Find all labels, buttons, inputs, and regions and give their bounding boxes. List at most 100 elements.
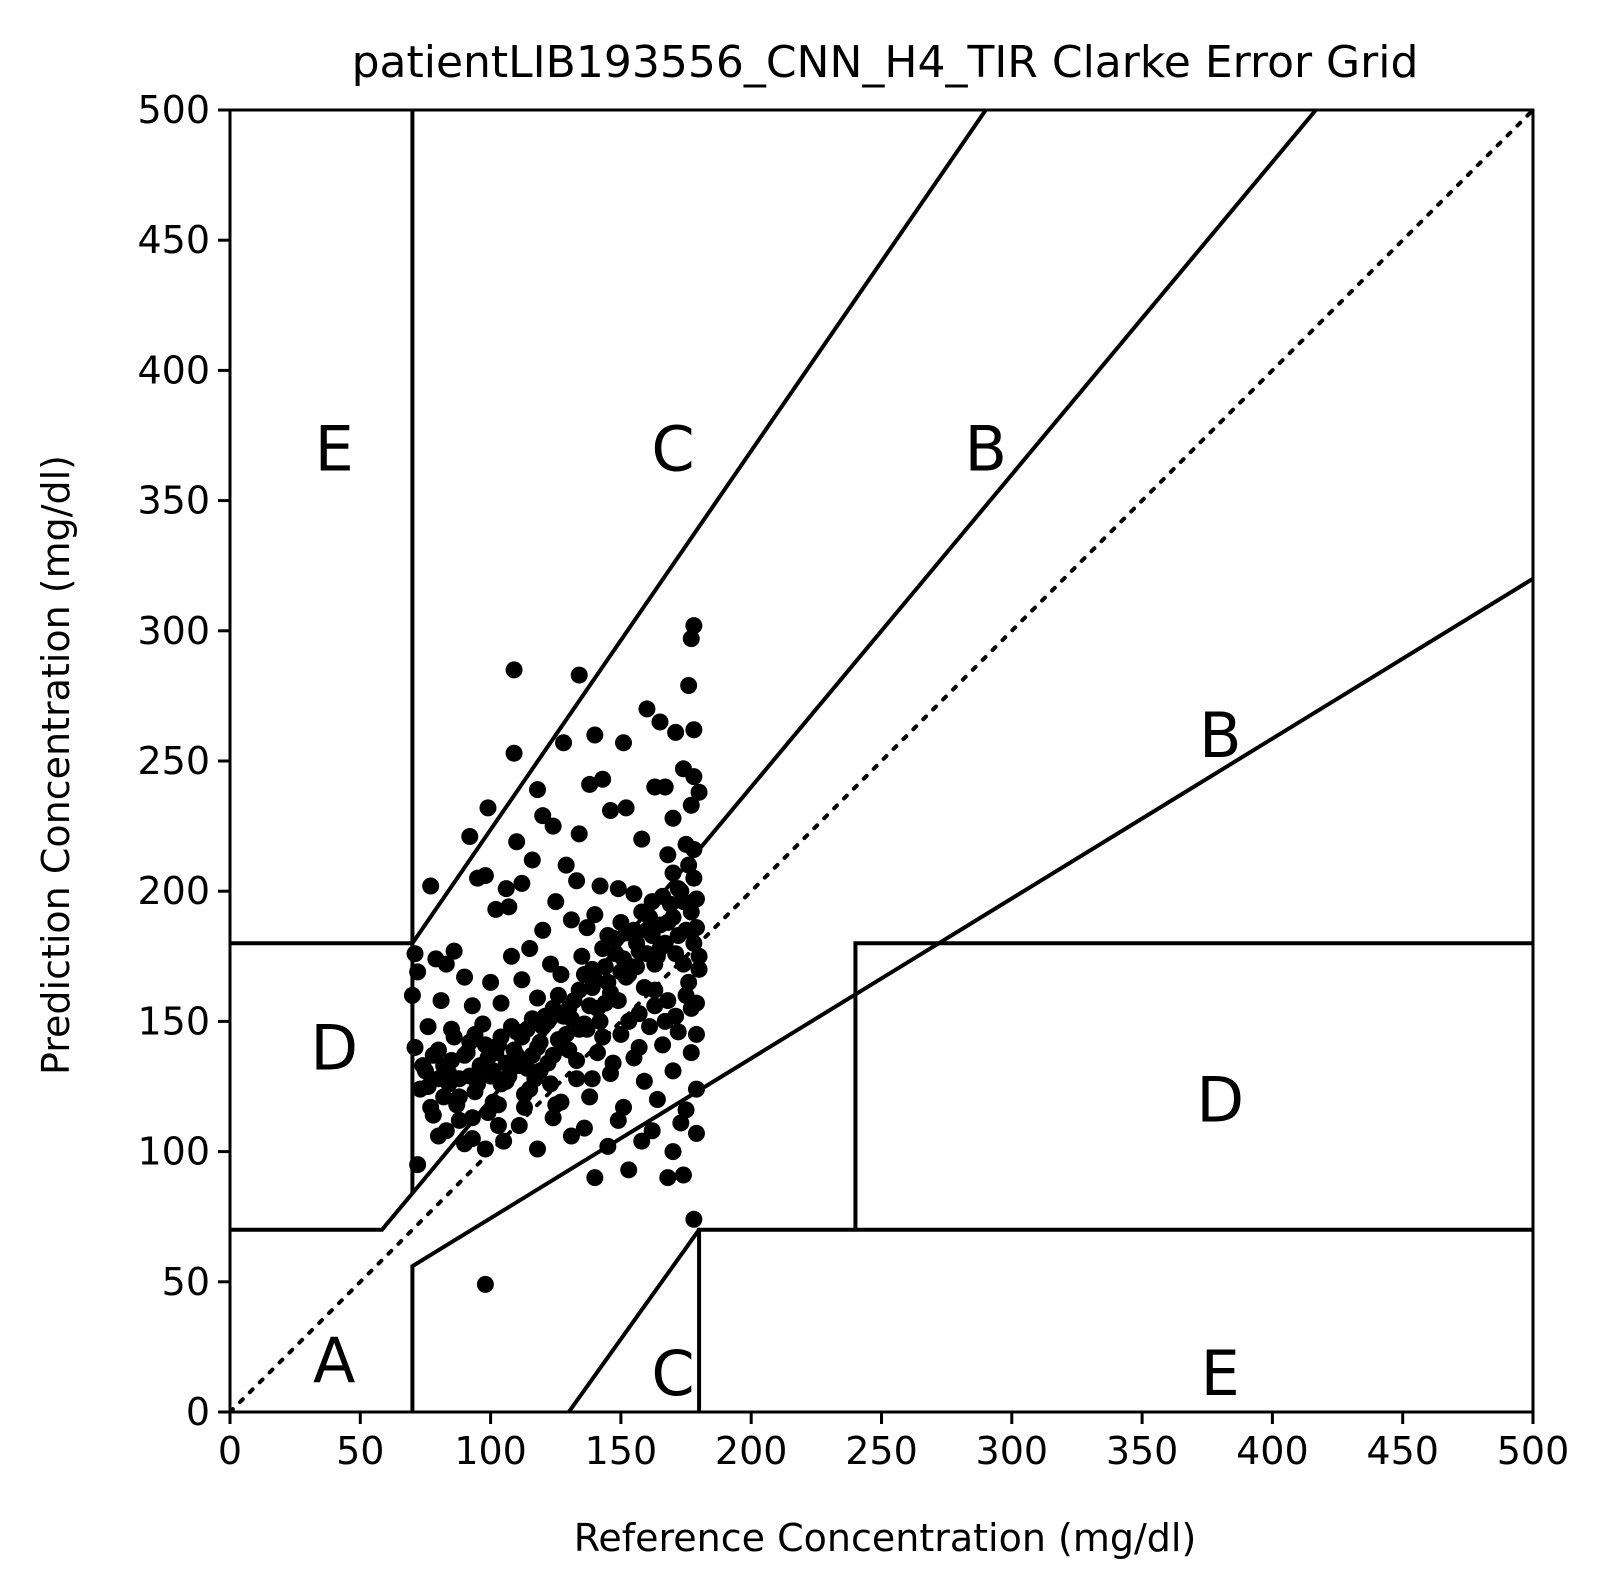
data-point	[529, 1140, 547, 1158]
data-point	[463, 1109, 481, 1127]
data-point	[482, 1067, 500, 1085]
data-point	[542, 955, 560, 973]
zone-label-b: B	[1199, 699, 1242, 772]
zone-label-c: C	[651, 413, 694, 486]
data-point	[448, 1096, 466, 1114]
zone-label-d: D	[1196, 1064, 1244, 1137]
data-point	[581, 1088, 599, 1106]
data-point	[687, 1025, 705, 1043]
data-point	[594, 1028, 612, 1046]
zone-label-c: C	[651, 1337, 694, 1410]
zone-label-a: A	[313, 1324, 355, 1397]
data-point	[502, 1018, 520, 1036]
y-tick-label: 500	[137, 88, 210, 132]
data-point	[510, 1117, 528, 1135]
data-point	[625, 885, 643, 903]
data-point	[403, 986, 421, 1004]
data-point	[588, 1044, 606, 1062]
data-point	[542, 1075, 560, 1093]
data-point	[456, 1046, 474, 1064]
data-point	[500, 898, 518, 916]
data-point	[518, 1059, 536, 1077]
data-point	[495, 1132, 513, 1150]
data-point	[422, 877, 440, 895]
data-point	[654, 1036, 672, 1054]
data-point	[568, 1051, 586, 1069]
data-point	[630, 1038, 648, 1056]
y-tick-label: 200	[137, 869, 210, 913]
data-point	[667, 945, 685, 963]
data-point	[575, 966, 593, 984]
data-point	[659, 846, 677, 864]
data-point	[609, 880, 627, 898]
data-point	[685, 617, 703, 635]
data-point	[633, 903, 651, 921]
data-point	[633, 1132, 651, 1150]
data-point	[505, 661, 523, 679]
data-point	[479, 799, 497, 817]
zone-boundary-line	[853, 941, 1533, 1230]
x-tick-label: 400	[1236, 1429, 1309, 1473]
data-point	[685, 1210, 703, 1228]
data-point	[685, 869, 703, 887]
data-point	[583, 1070, 601, 1088]
data-point	[502, 947, 520, 965]
y-tick-label: 50	[162, 1260, 210, 1304]
data-point	[523, 851, 541, 869]
data-point	[450, 1111, 468, 1129]
y-tick-label: 300	[137, 609, 210, 653]
data-point	[685, 721, 703, 739]
y-tick-label: 100	[137, 1130, 210, 1174]
data-point	[552, 966, 570, 984]
data-point	[586, 726, 604, 744]
y-tick-label: 0	[186, 1390, 210, 1434]
data-point	[424, 1046, 442, 1064]
data-point	[664, 809, 682, 827]
data-point	[487, 900, 505, 918]
data-point	[523, 1010, 541, 1028]
data-point	[594, 770, 612, 788]
data-point	[685, 841, 703, 859]
data-point	[581, 775, 599, 793]
data-point	[680, 973, 698, 991]
data-point	[638, 945, 656, 963]
data-point	[669, 1023, 687, 1041]
x-tick-label: 100	[454, 1429, 527, 1473]
data-point	[690, 783, 708, 801]
chart-title: patientLIB193556_CNN_H4_TIR Clarke Error…	[352, 37, 1419, 88]
data-point	[586, 906, 604, 924]
data-point	[609, 1111, 627, 1129]
data-point	[557, 856, 575, 874]
data-point	[664, 1143, 682, 1161]
data-point	[456, 968, 474, 986]
data-point	[445, 942, 463, 960]
data-point	[432, 992, 450, 1010]
data-point	[674, 1166, 692, 1184]
data-point	[659, 913, 677, 931]
data-point	[667, 723, 685, 741]
data-point	[529, 1038, 547, 1056]
data-point	[497, 1054, 515, 1072]
zone-label-e: E	[1201, 1337, 1240, 1410]
data-point	[620, 1161, 638, 1179]
data-point	[635, 1072, 653, 1090]
data-point	[419, 1078, 437, 1095]
data-point	[682, 630, 700, 648]
x-tick-label: 450	[1366, 1429, 1439, 1473]
data-point	[562, 1127, 580, 1145]
data-point	[682, 796, 700, 814]
x-tick-label: 200	[715, 1429, 788, 1473]
data-point	[620, 1012, 638, 1030]
data-point	[617, 924, 635, 942]
y-axis-title: Prediction Concentration (mg/dl)	[34, 455, 78, 1075]
data-point	[476, 1275, 494, 1293]
data-point	[599, 1137, 617, 1155]
data-point	[445, 1028, 463, 1046]
data-point	[549, 1031, 567, 1049]
data-point	[643, 1122, 661, 1140]
zone-boundary-line	[410, 577, 1535, 1412]
data-point	[615, 734, 633, 752]
data-point	[690, 947, 708, 965]
data-point	[664, 864, 682, 882]
identity-line	[228, 108, 1535, 1414]
